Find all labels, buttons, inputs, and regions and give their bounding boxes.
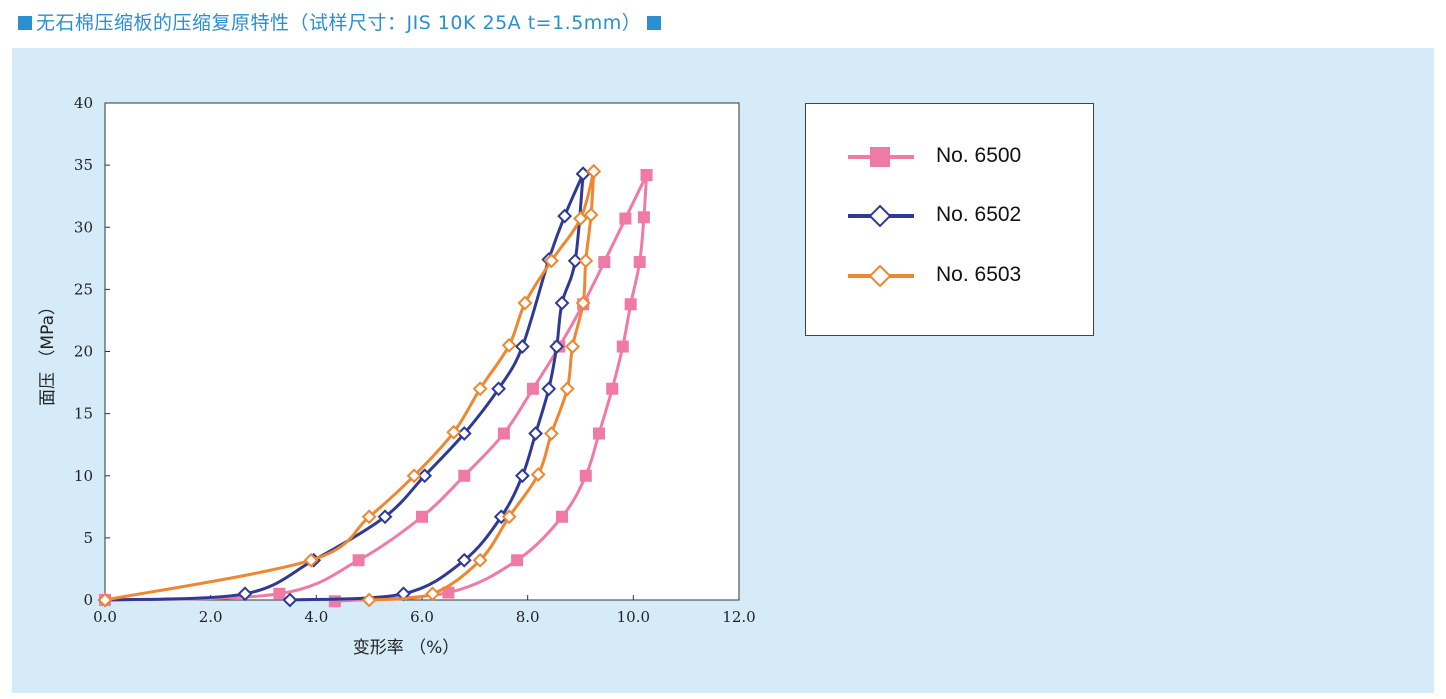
data-point bbox=[556, 510, 569, 523]
data-point bbox=[637, 211, 650, 224]
data-point bbox=[565, 339, 580, 354]
x-tick-label: 6.0 bbox=[410, 608, 434, 626]
x-tick-label: 4.0 bbox=[304, 608, 328, 626]
data-point bbox=[417, 468, 433, 484]
data-point bbox=[573, 211, 588, 226]
data-point bbox=[606, 382, 619, 395]
data-point bbox=[361, 592, 377, 608]
series-6500 bbox=[99, 169, 653, 608]
legend-item-6502: No. 6502 bbox=[848, 201, 1068, 231]
y-tick-label: 5 bbox=[83, 529, 93, 547]
data-point bbox=[530, 467, 546, 482]
data-point bbox=[559, 381, 575, 397]
data-point bbox=[578, 253, 594, 269]
data-point bbox=[472, 552, 488, 568]
data-point bbox=[579, 469, 592, 482]
data-point bbox=[567, 253, 583, 269]
data-point bbox=[640, 169, 653, 182]
data-point bbox=[633, 256, 646, 269]
y-tick-label: 15 bbox=[74, 405, 93, 423]
data-point bbox=[511, 554, 524, 567]
data-point bbox=[497, 427, 510, 440]
data-point bbox=[406, 468, 422, 484]
data-point bbox=[282, 592, 298, 608]
x-tick-label: 8.0 bbox=[516, 608, 540, 626]
data-point bbox=[416, 510, 428, 523]
data-point bbox=[352, 554, 365, 567]
data-point bbox=[472, 381, 488, 397]
legend-item-6500: No. 6500 bbox=[848, 142, 1068, 172]
data-point bbox=[541, 381, 557, 397]
legend-item-6503: No. 6503 bbox=[848, 261, 1068, 291]
data-point bbox=[619, 212, 632, 225]
y-tick-label: 40 bbox=[74, 94, 93, 112]
data-point bbox=[328, 595, 341, 608]
y-tick-label: 30 bbox=[74, 218, 93, 236]
data-point bbox=[97, 592, 113, 608]
data-point bbox=[237, 586, 253, 602]
data-point bbox=[528, 426, 544, 441]
y-tick-label: 25 bbox=[74, 280, 93, 298]
series-layer bbox=[97, 163, 653, 608]
data-point bbox=[624, 298, 637, 311]
data-point bbox=[446, 424, 462, 440]
legend-swatch-6500 bbox=[848, 147, 914, 167]
y-tick-label: 0 bbox=[83, 591, 93, 609]
data-point bbox=[575, 295, 591, 311]
x-tick-label: 10.0 bbox=[617, 608, 650, 626]
y-tick-label: 10 bbox=[74, 467, 93, 485]
data-point bbox=[583, 207, 599, 223]
legend-label: No. 6502 bbox=[936, 203, 1022, 226]
title-square-icon bbox=[18, 16, 32, 30]
legend-swatch-6503 bbox=[848, 264, 914, 288]
data-point bbox=[544, 253, 559, 269]
data-point bbox=[554, 295, 570, 311]
data-point bbox=[549, 339, 565, 354]
data-point bbox=[491, 381, 507, 397]
x-tick-label: 0.0 bbox=[93, 608, 117, 626]
data-point bbox=[273, 587, 286, 600]
data-point bbox=[501, 337, 517, 353]
legend: No. 6500 No. 6502 No. 6503 bbox=[805, 103, 1094, 336]
data-point bbox=[377, 509, 393, 525]
data-point bbox=[456, 552, 472, 568]
loading-line bbox=[104, 173, 585, 602]
title-square-icon bbox=[647, 16, 662, 30]
y-axis-label: 面压 （MPa） bbox=[38, 298, 58, 406]
legend-label: No. 6500 bbox=[936, 144, 1022, 167]
page-title: 无石棉压缩板的压缩复原特性（试样尺寸：JIS 10K 25A t=1.5mm） bbox=[18, 8, 662, 38]
legend-swatch-6502 bbox=[848, 204, 914, 228]
data-point bbox=[517, 295, 533, 311]
data-point bbox=[616, 340, 629, 353]
data-point bbox=[514, 468, 530, 484]
x-tick-label: 12.0 bbox=[722, 608, 755, 626]
data-point bbox=[458, 469, 471, 482]
series-6502 bbox=[97, 166, 591, 608]
data-point bbox=[526, 382, 539, 395]
data-point bbox=[544, 426, 559, 441]
axes: 0.0 2.0 4.0 6.0 8.0 10.0 12.0 0 5 10 15 20 25 30 35 40 bbox=[74, 94, 756, 626]
legend-label: No. 6503 bbox=[936, 263, 1022, 286]
y-tick-label: 35 bbox=[74, 156, 93, 174]
data-point bbox=[501, 509, 517, 525]
data-point bbox=[586, 163, 602, 179]
data-point bbox=[598, 256, 611, 269]
data-point bbox=[557, 208, 573, 224]
x-axis-label: 变形率 （%） bbox=[353, 638, 460, 658]
title-text: 无石棉压缩板的压缩复原特性（试样尺寸：JIS 10K 25A t=1.5mm） bbox=[36, 12, 642, 34]
y-tick-label: 20 bbox=[74, 343, 93, 361]
data-point bbox=[425, 586, 440, 602]
x-tick-label: 2.0 bbox=[199, 608, 223, 626]
data-point bbox=[303, 552, 319, 568]
data-point bbox=[514, 339, 530, 354]
data-point bbox=[361, 509, 377, 525]
series-6503 bbox=[97, 163, 602, 608]
data-point bbox=[592, 427, 605, 440]
